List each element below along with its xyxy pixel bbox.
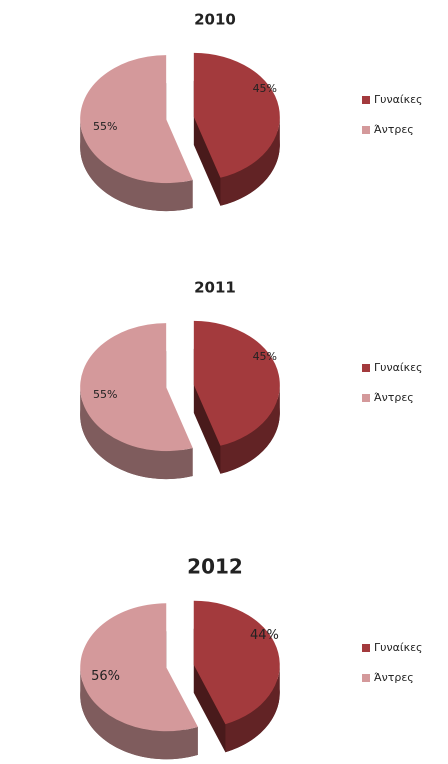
chart-title: 2012 <box>187 555 243 579</box>
chart-title: 2010 <box>194 11 236 29</box>
legend-label: Άντρες <box>374 391 414 404</box>
slice-side <box>80 119 193 212</box>
legend-label: Γυναίκες <box>374 361 423 374</box>
slice-side <box>80 387 193 480</box>
data-label: 55% <box>93 120 117 133</box>
legend-label: Γυναίκες <box>374 641 423 654</box>
slice <box>193 52 280 178</box>
legend-label: Άντρες <box>374 671 414 684</box>
data-label: 55% <box>93 388 117 401</box>
slice-side <box>220 384 280 474</box>
legend-swatch <box>362 126 370 134</box>
legend-swatch <box>362 674 370 682</box>
legend-label: Γυναίκες <box>374 93 423 106</box>
data-label: 45% <box>253 82 277 95</box>
chart-title: 2011 <box>194 279 236 297</box>
slice-side <box>80 667 198 760</box>
slice <box>193 320 280 446</box>
legend-swatch <box>362 644 370 652</box>
slice <box>80 55 193 184</box>
slice-side <box>220 116 280 206</box>
data-label: 44% <box>250 628 279 643</box>
legend-label: Άντρες <box>374 123 414 136</box>
data-label: 45% <box>253 350 277 363</box>
legend-swatch <box>362 364 370 372</box>
legend-swatch <box>362 394 370 402</box>
slice <box>80 603 198 732</box>
legend-swatch <box>362 96 370 104</box>
slice-side <box>225 664 280 753</box>
slice <box>193 600 280 725</box>
slice <box>80 323 193 452</box>
data-label: 56% <box>91 669 120 684</box>
